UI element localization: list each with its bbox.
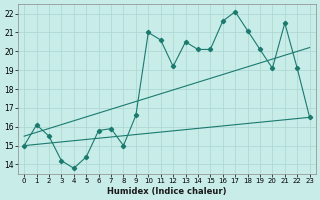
X-axis label: Humidex (Indice chaleur): Humidex (Indice chaleur) xyxy=(107,187,227,196)
